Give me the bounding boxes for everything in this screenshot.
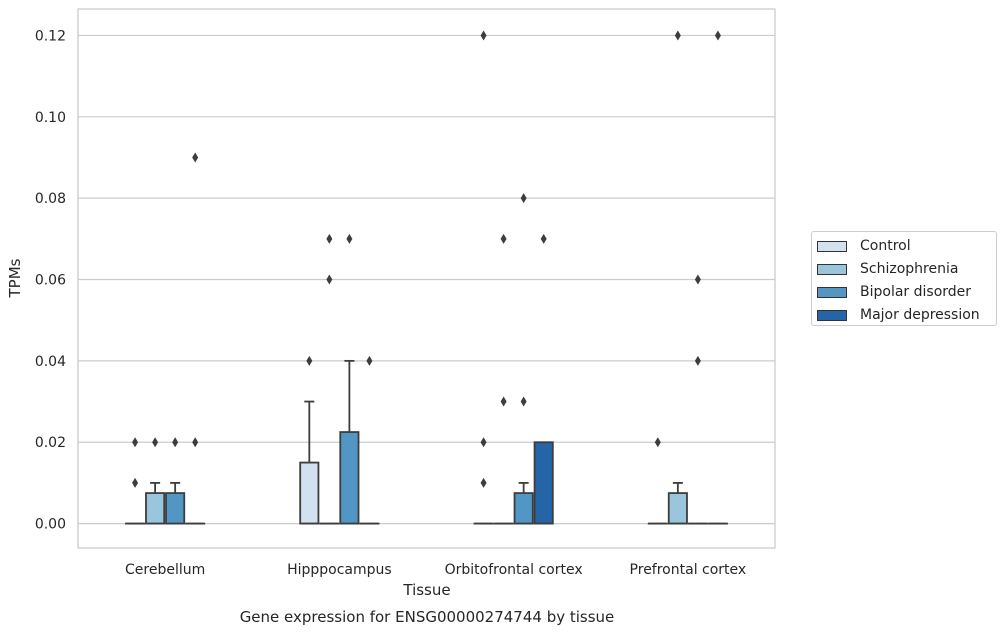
box-bipolar-disorder xyxy=(339,359,360,525)
outlier-point xyxy=(192,437,199,448)
y-tick-label: 0.02 xyxy=(35,435,66,451)
outlier-point xyxy=(500,396,507,407)
legend-item: Schizophrenia xyxy=(817,260,958,278)
legend-swatch xyxy=(817,240,847,252)
legend-label: Control xyxy=(860,238,911,254)
legend-item: Control xyxy=(817,237,911,255)
legend-swatch xyxy=(817,263,847,275)
outlier-point xyxy=(500,233,507,244)
outlier-point xyxy=(480,30,487,41)
y-axis-label: TPMs xyxy=(6,258,24,298)
box-schizophrenia xyxy=(667,482,688,525)
outlier-point xyxy=(694,355,701,366)
legend-label: Schizophrenia xyxy=(860,261,959,277)
legend: Control Schizophrenia Bipolar disorder Majo… xyxy=(811,231,997,326)
chart-caption: Gene expression for ENSG00000274744 by t… xyxy=(240,608,615,626)
outlier-point xyxy=(172,437,179,448)
outlier-point xyxy=(366,355,373,366)
outlier-point xyxy=(306,355,313,366)
outlier-point xyxy=(132,437,139,448)
outlier-point xyxy=(694,274,701,285)
legend-item: Major depression xyxy=(817,306,980,324)
y-tick-label: 0.06 xyxy=(35,273,66,289)
outlier-point xyxy=(152,437,159,448)
outlier-point xyxy=(674,30,681,41)
boxes xyxy=(125,359,728,525)
outlier-point xyxy=(480,477,487,488)
outlier-point xyxy=(654,437,661,448)
outlier-point xyxy=(540,233,547,244)
outlier-point xyxy=(132,477,139,488)
box-major-depression xyxy=(533,441,554,525)
box-iqr xyxy=(339,431,360,525)
x-axis-label: Tissue xyxy=(402,581,450,599)
box-iqr xyxy=(533,441,554,525)
legend-label: Bipolar disorder xyxy=(860,284,972,300)
outlier-point xyxy=(714,30,721,41)
gridlines xyxy=(78,34,775,525)
box-iqr xyxy=(299,461,320,525)
legend-label: Major depression xyxy=(860,307,980,323)
y-tick-label: 0.04 xyxy=(35,354,66,370)
y-tick-labels: 0.00 0.02 0.04 0.06 0.08 0.10 0.12 xyxy=(35,28,66,532)
box-control xyxy=(299,400,320,525)
outlier-point xyxy=(520,396,527,407)
plot-area-frame xyxy=(77,8,776,549)
legend-swatch xyxy=(817,309,847,321)
outlier-point xyxy=(480,437,487,448)
outlier-point xyxy=(326,274,333,285)
outlier-point xyxy=(326,233,333,244)
box-iqr xyxy=(513,492,534,525)
y-tick-label: 0.08 xyxy=(35,191,66,207)
x-tick-label: Orbitofrontal cortex xyxy=(445,562,583,578)
box-bipolar-disorder xyxy=(513,482,534,525)
box-bipolar-disorder xyxy=(165,482,186,525)
y-tick-label: 0.10 xyxy=(35,110,66,126)
x-tick-labels: Cerebellum Hipppocampus Orbitofrontal cort… xyxy=(125,562,746,578)
legend-swatch xyxy=(817,286,847,298)
outlier-point xyxy=(192,152,199,163)
outlier-point xyxy=(520,193,527,204)
box-iqr xyxy=(165,492,186,525)
outlier-point xyxy=(346,233,353,244)
outlier-points xyxy=(132,30,721,488)
y-tick-label: 0.12 xyxy=(35,28,66,44)
y-tick-label: 0.00 xyxy=(35,517,66,533)
box-iqr xyxy=(667,492,688,525)
x-tick-label: Hipppocampus xyxy=(287,562,392,578)
x-tick-label: Prefrontal cortex xyxy=(630,562,747,578)
box-schizophrenia xyxy=(145,482,166,525)
x-tick-label: Cerebellum xyxy=(125,562,205,578)
legend-item: Bipolar disorder xyxy=(817,283,971,301)
box-iqr xyxy=(145,492,166,525)
